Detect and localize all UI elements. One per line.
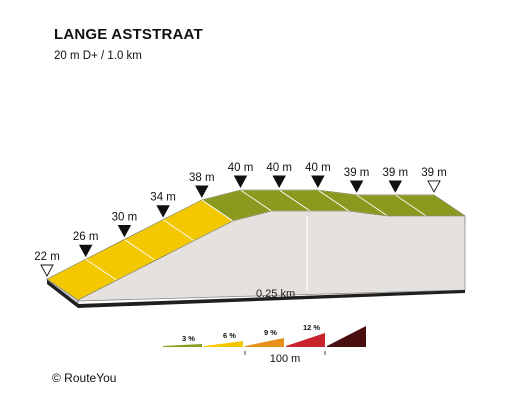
marker-triangle-9 [349,180,364,193]
gradient-legend: 3 % 6 % 9 % 12 % 100 m [163,323,366,365]
marker-triangle-2 [78,244,93,258]
marker-triangle-6 [233,175,248,188]
copyright-text: © RouteYou [52,371,117,385]
marker-triangle-8 [311,175,325,188]
legend-label-3: 9 % [264,328,277,337]
profile-base [47,280,465,308]
elevation-label-11: 39 m [421,167,447,179]
legend-swatch-3 [245,338,284,347]
legend-label-2: 6 % [223,331,236,340]
elevation-label-2: 26 m [73,231,99,243]
marker-triangle-5 [195,185,209,198]
elevation-label-6: 40 m [228,162,254,174]
gradient-segments [46,189,467,301]
marker-triangle-1 [40,264,54,277]
distance-marker-label: 0.25 km [256,288,295,300]
legend-label-4: 12 % [303,323,320,332]
marker-triangle-10 [388,180,403,193]
elevation-label-1: 22 m [34,251,60,263]
elevation-label-5: 38 m [189,172,215,184]
legend-swatch-5 [327,326,366,347]
marker-triangle-11 [427,180,441,193]
legend-scale-label: 100 m [270,353,301,365]
elevation-label-9: 39 m [344,167,370,179]
elevation-markers: 22 m 26 m 30 m 34 m 38 m 40 m 40 m 40 m 39 m 39 m… [34,162,447,277]
legend-swatch-1 [163,344,202,347]
page-subtitle: 20 m D+ / 1.0 km [54,50,142,62]
elevation-label-4: 34 m [150,192,176,204]
elevation-label-10: 39 m [383,167,409,179]
elevation-label-7: 40 m [266,162,292,174]
profile-top-outline [46,189,466,301]
page-title: LANGE ASTSTRAAT [54,26,203,43]
marker-triangle-4 [156,205,170,218]
legend-swatch-4 [286,333,325,347]
legend-swatch-2 [204,341,243,347]
elevation-label-8: 40 m [305,162,331,174]
marker-triangle-7 [272,175,286,188]
marker-triangle-3 [117,224,132,238]
elevation-label-3: 30 m [112,211,138,223]
legend-label-1: 3 % [182,334,195,343]
